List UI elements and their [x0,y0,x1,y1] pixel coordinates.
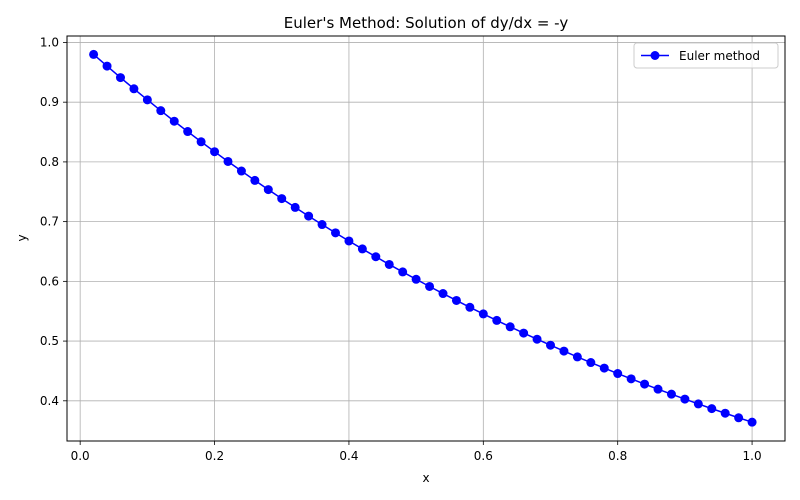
x-tick-label: 0.2 [205,449,224,463]
data-point [142,95,152,105]
grid-layer [67,36,785,441]
data-point [693,399,703,409]
data-point [304,211,314,221]
y-tick-label: 0.7 [40,215,59,229]
legend: Euler method [633,42,779,69]
y-tick-label: 0.8 [40,155,59,169]
ticks-layer: 0.0 0.2 0.4 0.6 0.8 1.0 0.4 0.5 0.6 0.7 0.8 0.9 1.0 [40,35,762,463]
x-tick-label: 0.0 [71,449,90,463]
y-tick-label: 0.5 [40,334,59,348]
data-point [317,220,327,230]
data-point [115,73,125,83]
x-tick-label: 0.8 [608,449,627,463]
series-layer [89,49,757,427]
x-axis-label: x [422,471,429,485]
data-point [183,127,193,137]
data-point [653,384,663,394]
data-point [330,228,340,238]
data-point [720,408,730,418]
data-point [129,84,139,94]
data-point [505,322,515,332]
y-tick-label: 0.9 [40,95,59,109]
data-point [546,340,556,350]
plot-frame [66,35,786,442]
legend-label: Euler method [679,49,760,63]
x-tick-label: 1.0 [743,449,762,463]
data-point [196,137,206,147]
data-point [707,404,717,414]
data-point [599,363,609,373]
y-tick-label: 0.6 [40,274,59,288]
legend-marker-sample [650,51,660,60]
data-point [586,358,596,368]
data-point [210,147,220,157]
data-point [747,417,757,427]
data-point [102,61,112,71]
data-point [411,274,421,284]
data-point [398,267,408,277]
data-point [89,49,99,59]
data-point [156,106,166,116]
y-tick-label: 1.0 [40,35,59,49]
data-point [532,334,542,344]
data-point [277,194,287,204]
data-point [344,236,354,246]
data-point [465,302,475,312]
data-point [734,413,744,423]
data-point [236,166,246,176]
y-tick-label: 0.4 [40,394,59,408]
data-point [371,252,381,262]
data-point [492,315,502,325]
series-line [93,53,753,423]
data-point [357,244,367,254]
data-point [223,156,233,166]
y-axis-label: y [15,234,29,241]
data-point [451,295,461,305]
data-point [478,309,488,319]
chart-title: Euler's Method: Solution of dy/dx = -y [284,14,569,32]
legend-box [633,42,779,69]
data-point [169,116,179,126]
data-point [626,374,636,384]
data-point [250,175,260,185]
data-point [263,185,273,195]
data-point [572,352,582,362]
data-point [384,259,394,269]
data-point [425,281,435,291]
x-tick-label: 0.4 [339,449,358,463]
data-point [519,328,529,338]
data-point [613,369,623,379]
data-point [680,394,690,404]
data-point [559,346,569,356]
data-point [640,379,650,389]
data-point [290,202,300,212]
data-point [666,389,676,399]
data-point [438,289,448,299]
x-tick-label: 0.6 [474,449,493,463]
